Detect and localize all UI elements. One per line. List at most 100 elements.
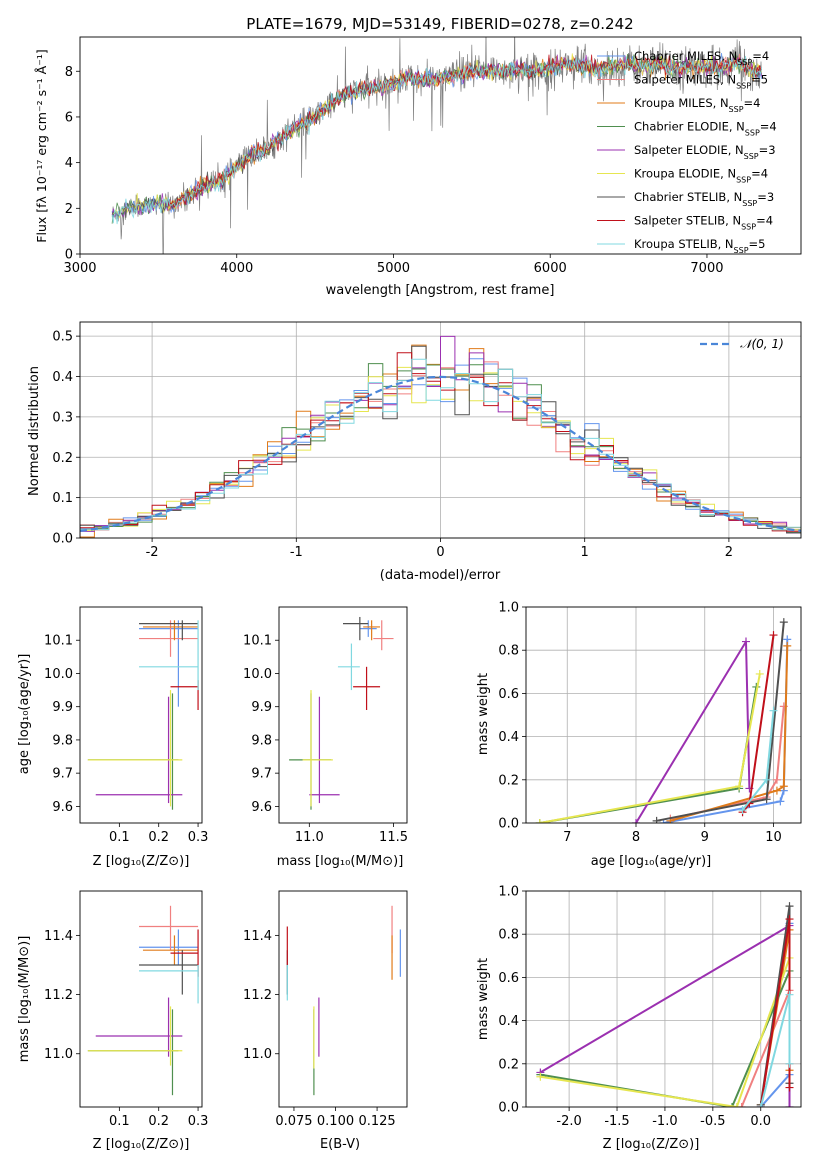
x-tick-label: 11.5 bbox=[379, 830, 408, 845]
x-tick-label: 0 bbox=[436, 545, 444, 560]
weight-marker bbox=[785, 1059, 794, 1068]
plot-area bbox=[536, 902, 794, 1107]
plot-area bbox=[111, 37, 763, 254]
y-tick-label: 1.0 bbox=[498, 885, 519, 900]
x-tick-label: -1.0 bbox=[652, 1114, 677, 1129]
axes-frame bbox=[278, 606, 408, 824]
y-tick-label: 0 bbox=[65, 248, 73, 263]
x-tick-label: 4000 bbox=[220, 261, 253, 276]
y-tick-label: 9.7 bbox=[251, 767, 272, 782]
y-tick-label: 0.8 bbox=[498, 644, 519, 659]
weight-marker bbox=[785, 990, 794, 999]
weight-marker bbox=[735, 782, 744, 791]
legend-entry: Chabrier STELIB, NSSP=3 bbox=[634, 190, 774, 208]
residuals-ylabel: Normed distribution bbox=[27, 366, 42, 496]
weight-marker bbox=[737, 1103, 746, 1107]
y-tick-label: 1.0 bbox=[498, 601, 519, 616]
x-tick-label: 0.2 bbox=[148, 830, 169, 845]
y-tick-label: 9.9 bbox=[251, 700, 272, 715]
weight-marker bbox=[772, 786, 781, 795]
y-tick-label: 0.0 bbox=[498, 817, 519, 832]
weight-marker bbox=[536, 1072, 545, 1081]
x-tick-label: 1 bbox=[581, 545, 589, 560]
ebv-mass-panel: 0.075 0.100 0.125 11.0 11.2 11.4 bbox=[243, 890, 408, 1129]
x-tick-label: 0.2 bbox=[148, 1114, 169, 1129]
model-spectrum-line bbox=[167, 54, 762, 209]
x-tick-label: 8 bbox=[632, 830, 640, 845]
x-tick-label: 7 bbox=[563, 830, 571, 845]
weight-marker bbox=[785, 1083, 794, 1092]
x-tick-label: 10 bbox=[765, 830, 782, 845]
legend-entry: Salpeter STELIB, NSSP=4 bbox=[634, 214, 773, 232]
x-tick-label: 0.1 bbox=[109, 830, 130, 845]
plot-area bbox=[80, 335, 801, 538]
y-tick-label: 10.1 bbox=[44, 634, 73, 649]
y-tick-label: 9.6 bbox=[52, 800, 73, 815]
x-tick-label: 0.3 bbox=[188, 830, 209, 845]
y-tick-label: 4 bbox=[65, 156, 73, 171]
weight-marker bbox=[756, 1103, 765, 1107]
y-tick-label: 11.2 bbox=[243, 988, 272, 1003]
z-weight-ylabel: mass weight bbox=[476, 958, 491, 1040]
x-tick-label: -1 bbox=[290, 545, 303, 560]
x-tick-label: 11.0 bbox=[295, 830, 324, 845]
weight-marker bbox=[769, 631, 778, 640]
weight-marker bbox=[785, 915, 794, 924]
y-tick-label: 11.0 bbox=[243, 1047, 272, 1062]
plot-area bbox=[289, 616, 394, 810]
residuals-panel: -2 -1 0 1 2 0.0 0.1 0.2 0.3 0.4 0.5 𝒩(0, 1) bbox=[52, 321, 802, 560]
weight-marker bbox=[785, 1103, 794, 1107]
y-tick-label: 0.4 bbox=[52, 370, 73, 385]
x-tick-label: 0.3 bbox=[188, 1114, 209, 1129]
legend-entry: Chabrier MILES, NSSP=4 bbox=[634, 49, 769, 67]
x-tick-label: 0.1 bbox=[109, 1114, 130, 1129]
plot-area bbox=[87, 905, 199, 1096]
x-tick-label: 7000 bbox=[690, 261, 723, 276]
z-age-ylabel: age [log₁₀(age/yr)] bbox=[17, 654, 32, 775]
y-tick-label: 10.0 bbox=[44, 667, 73, 682]
weight-marker bbox=[535, 819, 544, 823]
weight-line bbox=[540, 957, 791, 1107]
y-tick-label: 10.1 bbox=[243, 634, 272, 649]
legend-entry: Salpeter ELODIE, NSSP=3 bbox=[634, 143, 776, 161]
y-tick-label: 0.0 bbox=[498, 1101, 519, 1116]
age-weight-ylabel: mass weight bbox=[476, 673, 491, 755]
weight-marker bbox=[732, 1103, 741, 1107]
y-tick-label: 0.3 bbox=[52, 410, 73, 425]
weight-marker bbox=[779, 618, 788, 627]
y-tick-label: 0.6 bbox=[498, 687, 519, 702]
page-title: PLATE=1679, MJD=53149, FIBERID=0278, z=0… bbox=[246, 15, 633, 33]
weight-marker bbox=[742, 637, 750, 646]
y-tick-label: 2 bbox=[65, 202, 73, 217]
y-tick-label: 0.5 bbox=[52, 330, 73, 345]
y-tick-label: 0.8 bbox=[498, 928, 519, 943]
weight-marker bbox=[776, 797, 785, 806]
y-tick-label: 11.4 bbox=[44, 929, 73, 944]
x-tick-label: -2.0 bbox=[556, 1114, 581, 1129]
weight-marker bbox=[772, 775, 781, 784]
age-weight-panel: 7 8 9 10 0.0 0.2 0.4 0.6 0.8 1.0 bbox=[498, 601, 802, 845]
weight-line bbox=[670, 645, 789, 822]
y-tick-label: 8 bbox=[65, 65, 73, 80]
y-tick-label: 0.4 bbox=[498, 730, 519, 745]
weight-marker bbox=[762, 775, 771, 784]
weight-marker bbox=[783, 641, 792, 650]
x-tick-label: 3000 bbox=[63, 261, 96, 276]
weight-marker bbox=[779, 782, 788, 791]
mass-age-panel: 11.0 11.5 9.6 9.7 9.8 9.9 10.0 10.1 bbox=[243, 606, 408, 845]
plot-area bbox=[87, 620, 199, 810]
y-tick-label: 0.2 bbox=[498, 1057, 519, 1072]
z-mass-panel: 0.1 0.2 0.3 11.0 11.2 11.4 bbox=[44, 890, 209, 1129]
y-tick-label: 9.9 bbox=[52, 700, 73, 715]
y-tick-label: 9.7 bbox=[52, 767, 73, 782]
weight-marker bbox=[652, 816, 661, 823]
model-spectrum-line bbox=[111, 55, 763, 225]
x-tick-label: 0.100 bbox=[317, 1114, 354, 1129]
y-tick-label: 0.6 bbox=[498, 971, 519, 986]
y-tick-label: 11.2 bbox=[44, 988, 73, 1003]
y-tick-label: 0.2 bbox=[498, 773, 519, 788]
z-mass-ylabel: mass [log₁₀(M/M⊙)] bbox=[17, 936, 32, 1063]
spectrum-ylabel: Flux [fλ 10⁻¹⁷ erg cm⁻² s⁻¹ Å⁻¹] bbox=[34, 49, 49, 242]
x-tick-label: 0.0 bbox=[750, 1114, 771, 1129]
